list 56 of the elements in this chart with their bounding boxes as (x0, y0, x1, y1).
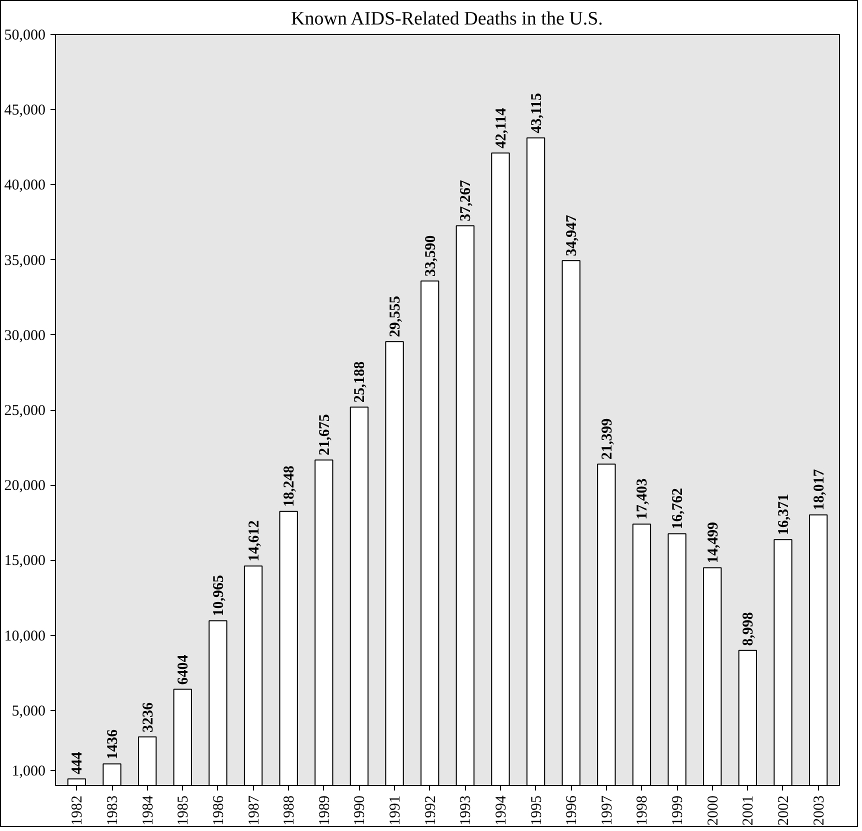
data-label: 21,675 (316, 414, 333, 456)
data-label: 16,762 (670, 488, 686, 530)
x-tick-label: 1999 (670, 796, 686, 826)
x-tick-label: 1995 (528, 796, 545, 826)
x-tick-label: 2000 (705, 796, 722, 826)
y-tick-label: 10,000 (4, 628, 46, 644)
data-label: 29,555 (388, 296, 404, 338)
data-label: 33,590 (422, 235, 439, 276)
x-tick-label: 1996 (564, 795, 580, 826)
data-label: 14,499 (705, 522, 722, 564)
data-label: 17,403 (634, 478, 651, 520)
x-tick-label: 1997 (599, 795, 616, 826)
data-label: 10,965 (210, 575, 227, 616)
x-tick-label: 2002 (776, 796, 792, 826)
y-tick-label: 30,000 (4, 328, 46, 344)
data-label: 18,248 (282, 466, 298, 507)
y-tick-label: 5,000 (12, 703, 46, 720)
x-tick-label: 2003 (811, 796, 828, 826)
data-label: 14,612 (246, 520, 262, 562)
x-tick-label: 1993 (458, 796, 474, 826)
data-label: 1436 (105, 728, 122, 760)
y-tick-label: 15,000 (4, 553, 46, 570)
data-label: 444 (70, 751, 86, 774)
y-tick-label: 25,000 (4, 403, 46, 419)
x-tick-label: 1984 (140, 795, 156, 826)
x-tick-label: 2001 (740, 796, 757, 826)
y-tick-label: 1,000 (12, 763, 46, 780)
data-label: 21,399 (599, 418, 616, 460)
y-tick-label: 50,000 (4, 28, 46, 44)
y-tick-label: 45,000 (4, 102, 46, 119)
x-tick-label: 1990 (352, 796, 368, 826)
data-label: 25,188 (352, 361, 368, 403)
x-tick-label: 1988 (282, 796, 298, 826)
x-tick-label: 1986 (210, 795, 227, 826)
x-tick-label: 1987 (246, 795, 262, 826)
data-label: 18,017 (811, 468, 828, 510)
x-tick-label: 1982 (70, 796, 86, 826)
data-label: 34,947 (564, 214, 580, 256)
data-label: 6404 (176, 654, 192, 685)
data-label: 43,115 (528, 92, 545, 134)
data-label: 37,267 (458, 179, 474, 222)
y-tick-label: 20,000 (4, 478, 46, 494)
data-label: 16,371 (776, 494, 792, 536)
data-label: 8,998 (740, 612, 757, 646)
x-tick-label: 1992 (422, 796, 439, 826)
chart-title: Known AIDS-Related Deaths in the U.S. (291, 8, 603, 30)
y-tick-label: 40,000 (4, 178, 46, 194)
x-tick-label: 1989 (316, 796, 333, 826)
x-tick-label: 1985 (176, 796, 192, 826)
x-tick-label: 1994 (493, 795, 510, 826)
x-tick-label: 1991 (388, 796, 404, 826)
y-tick-label: 35,000 (4, 252, 46, 269)
x-tick-label: 1998 (634, 796, 651, 826)
data-label: 42,114 (493, 108, 510, 148)
x-tick-label: 1983 (105, 796, 122, 826)
data-label: 3236 (140, 702, 156, 732)
